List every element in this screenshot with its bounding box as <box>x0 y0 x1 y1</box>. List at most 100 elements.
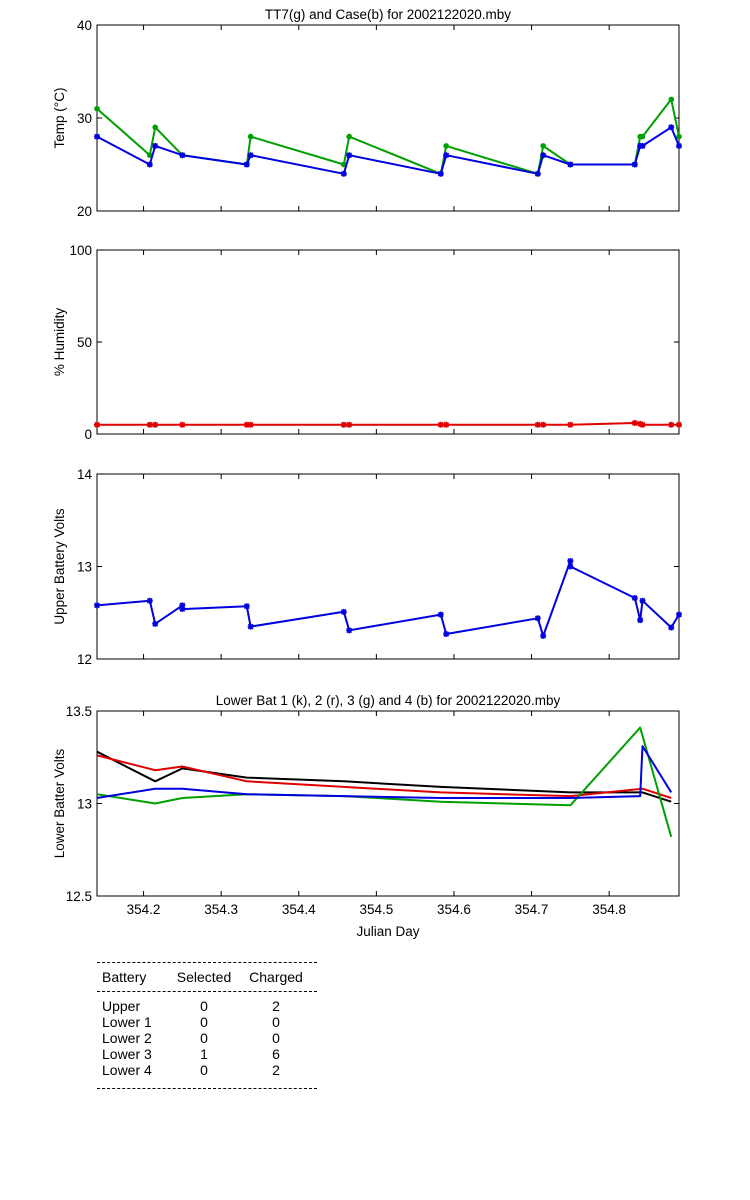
data-point <box>668 421 675 428</box>
table-row: Lower 4 0 2 <box>97 1062 317 1078</box>
data-point <box>676 611 682 618</box>
data-point <box>631 419 638 426</box>
data-point <box>567 161 574 168</box>
x-tick-label: 354.7 <box>515 902 549 917</box>
y-tick-label: 13 <box>77 560 92 575</box>
battery-status-table: Battery Selected Charged Upper 0 2 Lower… <box>97 962 317 1089</box>
data-point <box>639 142 646 149</box>
series-line-2 <box>96 754 672 799</box>
battery-name: Upper <box>102 998 141 1014</box>
data-point <box>346 152 353 159</box>
data-point <box>443 421 450 428</box>
data-point <box>668 96 675 103</box>
plot-frame <box>96 249 680 435</box>
chart-title: TT7(g) and Case(b) for 2002122020.mby <box>265 7 511 22</box>
battery-selected: 0 <box>200 1030 208 1046</box>
data-point <box>152 620 159 627</box>
data-point <box>443 152 450 159</box>
data-point <box>146 597 153 604</box>
chart-title: Lower Bat 1 (k), 2 (r), 3 (g) and 4 (b) … <box>216 693 561 708</box>
data-point <box>179 152 186 159</box>
battery-selected: 0 <box>200 998 208 1014</box>
data-point <box>346 421 353 428</box>
y-axis-label: Upper Battery Volts <box>52 508 67 625</box>
y-tick-label: 50 <box>77 335 92 350</box>
x-tick-label: 354.2 <box>127 902 161 917</box>
x-tick-label: 354.4 <box>282 902 316 917</box>
data-point <box>639 421 646 428</box>
data-point <box>631 594 638 601</box>
battery-name: Lower 1 <box>102 1014 152 1030</box>
y-tick-label: 40 <box>77 18 92 33</box>
data-point <box>179 602 186 609</box>
data-point <box>534 421 541 428</box>
battery-charged: 0 <box>272 1030 280 1046</box>
y-tick-label: 12 <box>77 652 92 667</box>
y-tick-label: 0 <box>84 427 92 442</box>
table-bottom-rule <box>97 1088 317 1089</box>
y-tick-label: 30 <box>77 111 92 126</box>
header-selected: Selected <box>176 969 232 985</box>
header-battery: Battery <box>102 969 147 985</box>
plot-frame <box>96 24 680 212</box>
data-point <box>340 170 347 177</box>
data-point <box>346 133 353 140</box>
data-point <box>179 606 186 613</box>
data-point <box>152 124 158 131</box>
data-point <box>540 152 547 159</box>
data-point <box>243 603 250 610</box>
data-point <box>243 161 250 168</box>
data-point <box>639 133 646 140</box>
data-point <box>346 627 353 634</box>
battery-name: Lower 2 <box>102 1030 152 1046</box>
data-point <box>437 421 444 428</box>
data-point <box>152 142 159 149</box>
data-point <box>534 615 541 622</box>
battery-charged: 2 <box>272 998 280 1014</box>
x-tick-label: 354.5 <box>359 902 393 917</box>
data-point <box>668 124 675 131</box>
battery-name: Lower 4 <box>102 1062 152 1078</box>
y-tick-label: 13 <box>77 797 92 812</box>
y-tick-label: 100 <box>69 243 92 258</box>
battery-charged: 6 <box>272 1046 280 1062</box>
chart-panel-4: Lower Bat 1 (k), 2 (r), 3 (g) and 4 (b) … <box>52 693 680 939</box>
battery-charged: 2 <box>272 1062 280 1078</box>
table-row: Lower 3 1 6 <box>97 1046 317 1062</box>
chart-panel-2: 0 50 100 % Humidity <box>52 243 682 442</box>
data-point <box>94 602 100 609</box>
battery-selected: 0 <box>200 1014 208 1030</box>
data-point <box>443 143 450 149</box>
charts-canvas: TT7(g) and Case(b) for 2002122020.mby 20 3… <box>52 7 682 939</box>
data-point <box>179 421 186 428</box>
data-point <box>637 420 644 427</box>
data-point <box>94 105 100 112</box>
data-point <box>540 632 547 639</box>
y-tick-label: 14 <box>77 467 93 482</box>
battery-selected: 0 <box>200 1062 208 1078</box>
chart-panel-3: 12 13 14 Upper Battery Volts <box>52 467 682 667</box>
data-point <box>637 617 644 624</box>
data-point <box>94 133 100 140</box>
data-point <box>639 597 646 604</box>
data-point <box>247 421 254 428</box>
data-point <box>567 421 574 428</box>
y-axis-label: Temp (°C) <box>52 88 67 149</box>
data-point <box>567 563 574 570</box>
data-point <box>540 143 546 149</box>
table-top-rule <box>97 962 317 963</box>
data-point <box>247 133 254 140</box>
series-line-4 <box>96 745 673 799</box>
data-point <box>676 142 682 149</box>
y-tick-label: 12.5 <box>66 889 92 904</box>
battery-name: Lower 3 <box>102 1046 152 1062</box>
y-tick-label: 13.5 <box>66 704 92 719</box>
table-row: Lower 2 0 0 <box>97 1030 317 1046</box>
series-line-1 <box>96 559 680 637</box>
data-point <box>676 421 682 428</box>
table-row: Lower 1 0 0 <box>97 1014 317 1030</box>
x-axis-label: Julian Day <box>356 924 419 939</box>
y-axis-label: % Humidity <box>52 308 67 377</box>
chart-panel-1: TT7(g) and Case(b) for 2002122020.mby 20 3… <box>52 7 682 219</box>
x-tick-label: 354.8 <box>592 902 626 917</box>
